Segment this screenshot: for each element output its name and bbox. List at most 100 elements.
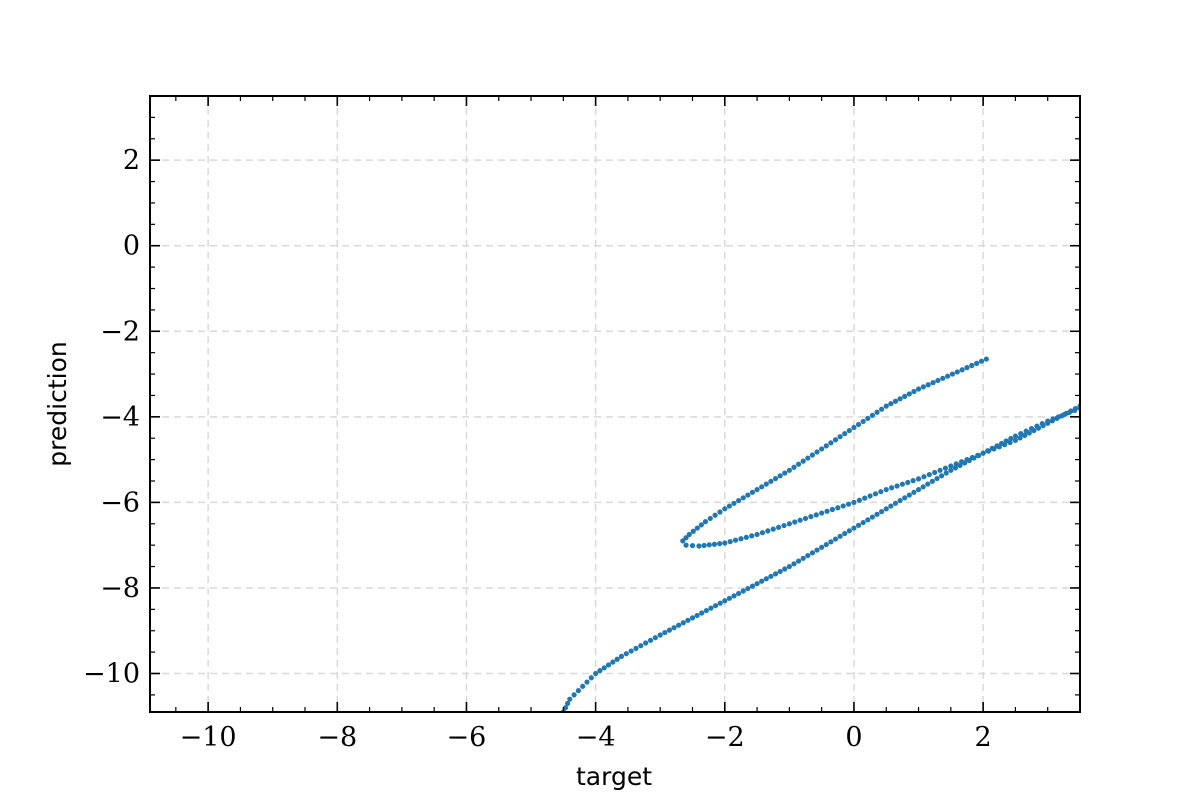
data-point [855, 522, 862, 528]
data-point [731, 593, 737, 599]
x-tick-label: −4 [576, 722, 616, 753]
data-point [978, 358, 985, 364]
data-point [628, 648, 634, 654]
data-point [879, 406, 885, 412]
data-point [676, 622, 682, 628]
data-point [797, 517, 803, 523]
data-point [712, 512, 718, 518]
data-point [837, 533, 843, 539]
data-point [905, 479, 911, 486]
data-point [776, 524, 782, 530]
data-point [892, 398, 899, 404]
data-point [698, 522, 704, 528]
data-point [819, 544, 825, 550]
data-point [925, 481, 931, 487]
data-point [786, 467, 792, 473]
data-point [732, 537, 739, 543]
data-point [740, 588, 746, 594]
data-point [874, 511, 880, 517]
data-point [889, 485, 895, 491]
y-tick-label: −8 [100, 573, 140, 604]
data-point [1061, 412, 1067, 418]
data-point [874, 409, 880, 415]
data-point [813, 512, 819, 518]
y-tick-label: −10 [83, 659, 140, 690]
data-point [749, 489, 756, 495]
data-point [786, 563, 792, 570]
data-point [759, 530, 766, 536]
data-point [851, 499, 857, 505]
data-point [888, 503, 894, 509]
data-point [680, 538, 686, 544]
y-tick-label: 2 [123, 145, 140, 176]
data-point [763, 576, 769, 582]
data-point [657, 632, 663, 638]
data-point [846, 528, 852, 534]
data-point [694, 525, 700, 531]
data-point [969, 362, 975, 369]
data-point [832, 536, 839, 542]
data-point [897, 396, 903, 402]
data-point [851, 525, 857, 531]
data-point [731, 500, 737, 506]
data-point [666, 627, 673, 633]
data-point [703, 607, 709, 614]
data-point [1022, 432, 1028, 439]
data-point [915, 476, 922, 482]
data-point [814, 449, 820, 455]
data-point [808, 514, 814, 520]
data-point [819, 446, 825, 452]
data-point [939, 473, 945, 479]
y-tick-label: −6 [100, 487, 140, 518]
x-axis-label: target [576, 762, 652, 791]
data-point [865, 517, 871, 523]
data-point [610, 659, 616, 665]
data-point [791, 561, 797, 567]
data-point [819, 510, 825, 516]
data-point [763, 481, 769, 487]
data-point [768, 478, 774, 484]
data-point [772, 571, 779, 577]
data-point [865, 415, 871, 421]
data-point [902, 393, 908, 399]
data-point [749, 533, 755, 539]
data-point [717, 600, 723, 606]
data-point [754, 531, 760, 538]
data-point [1028, 425, 1035, 432]
data-point [937, 467, 943, 473]
data-point [860, 418, 866, 425]
data-point [1008, 435, 1014, 442]
data-point [911, 489, 917, 495]
data-point [809, 550, 816, 556]
data-point [702, 519, 709, 525]
data-point [945, 373, 951, 379]
data-point [1012, 433, 1019, 439]
data-point [962, 460, 968, 466]
data-point [736, 497, 742, 504]
data-point [934, 475, 940, 482]
data-point [949, 371, 956, 377]
data-point [782, 566, 788, 572]
data-point [943, 470, 949, 476]
data-point [580, 683, 586, 689]
data-point [985, 448, 991, 454]
x-tick-label: −6 [447, 722, 487, 753]
data-point [862, 495, 868, 501]
data-point [921, 474, 927, 480]
data-point [929, 478, 935, 484]
data-point [772, 475, 779, 482]
data-point [643, 640, 649, 646]
data-point [786, 521, 792, 527]
data-point [851, 424, 857, 431]
data-point [567, 696, 573, 702]
data-point [701, 542, 707, 549]
data-point [800, 555, 806, 561]
data-point [832, 437, 839, 443]
data-point [689, 542, 696, 549]
data-point [571, 692, 577, 698]
data-point [745, 492, 751, 498]
data-point [588, 675, 594, 681]
data-point [800, 458, 806, 464]
data-point [872, 491, 879, 497]
